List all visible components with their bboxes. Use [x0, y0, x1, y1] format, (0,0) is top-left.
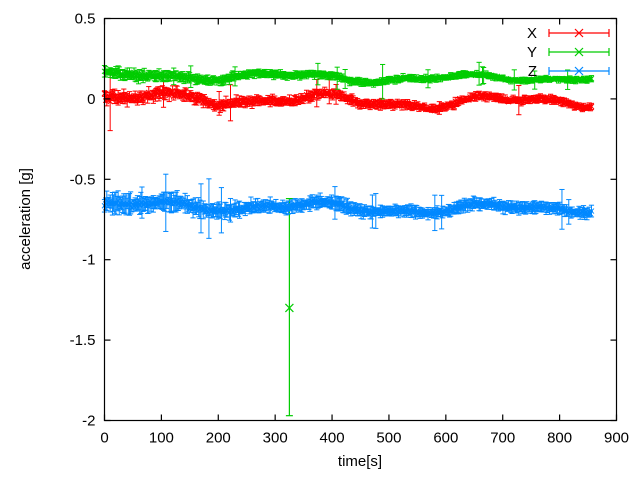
data-point-marker [137, 200, 144, 206]
outlier-marker [284, 303, 294, 313]
data-point-marker [396, 76, 403, 82]
data-point-marker [527, 77, 534, 84]
data-point-marker [237, 102, 244, 108]
data-point-marker [127, 200, 134, 206]
data-point-marker [204, 77, 211, 83]
data-point-marker [174, 197, 181, 204]
data-point-marker [490, 94, 497, 101]
data-point-marker [438, 74, 445, 81]
data-point-marker [428, 105, 435, 112]
data-point-marker [294, 70, 301, 77]
data-point-marker [353, 99, 360, 106]
data-point-marker [293, 95, 300, 101]
data-point-marker [228, 206, 235, 213]
data-point-marker [223, 98, 229, 105]
data-point-marker [359, 79, 366, 86]
data-point-marker [243, 204, 250, 211]
data-point-marker [131, 69, 137, 76]
data-point-marker [103, 198, 110, 204]
data-point-marker [588, 103, 595, 110]
data-series-layer [101, 61, 595, 417]
series-Z [101, 173, 595, 239]
data-point-marker [586, 75, 593, 82]
data-point-marker [567, 100, 573, 107]
data-point-marker [372, 79, 379, 86]
data-point-marker [513, 97, 520, 104]
data-point-marker [563, 77, 570, 83]
data-point-marker [249, 204, 255, 211]
data-point-marker [430, 75, 437, 82]
data-point-marker [106, 93, 112, 99]
data-point-marker [203, 77, 210, 83]
data-point-marker [186, 202, 193, 208]
data-point-marker [175, 73, 182, 80]
data-point-marker [137, 93, 144, 99]
data-point-marker [192, 203, 199, 209]
data-point-marker [498, 75, 505, 82]
data-point-marker [182, 88, 188, 95]
data-point-marker [418, 104, 425, 111]
data-point-marker [147, 71, 153, 78]
series-Y [101, 61, 595, 417]
series-X [101, 72, 595, 132]
data-point-marker [183, 73, 190, 80]
data-point-marker [333, 73, 339, 79]
data-point-marker [588, 75, 595, 82]
data-point-marker [231, 100, 237, 107]
data-point-marker [301, 95, 308, 101]
data-point-marker [151, 89, 158, 96]
data-point-marker [435, 105, 442, 111]
data-point-marker [425, 75, 431, 82]
data-point-marker [276, 98, 283, 105]
data-point-marker [497, 75, 504, 82]
data-point-marker [234, 206, 241, 213]
data-point-marker [409, 75, 415, 82]
data-point-marker [166, 92, 173, 99]
